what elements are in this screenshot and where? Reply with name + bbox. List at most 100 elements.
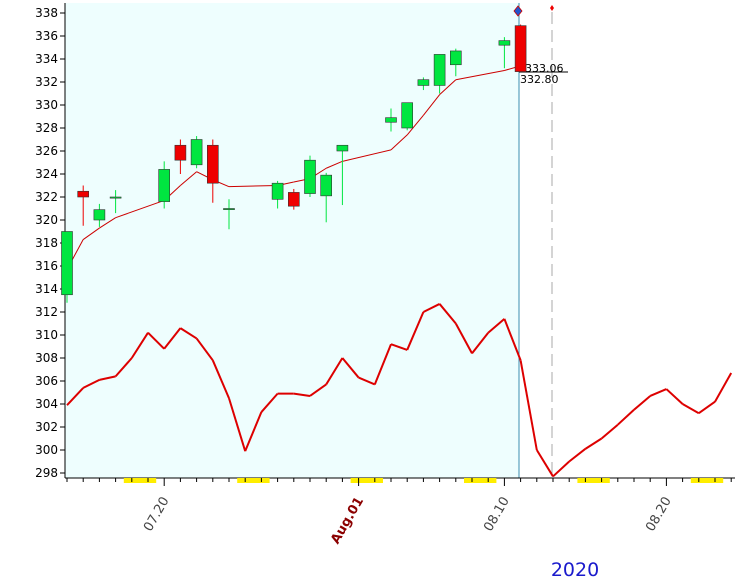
line-segment [535,449,554,477]
candle-body [417,79,430,86]
candle-body [109,196,122,199]
line-segment [390,343,408,351]
line-segment [341,357,360,379]
line-segment [99,375,116,381]
cursor-marker [513,5,523,17]
line-segment [179,327,198,340]
y-tick-label: 324 [35,167,58,181]
weekend-bar [690,478,724,483]
line-segment [487,318,506,334]
line-segment [454,323,473,354]
line-segment [325,357,344,385]
plot-background [65,3,519,478]
line-segment [552,460,570,478]
future-marker [550,5,554,11]
line-segment [600,423,619,440]
line-segment [342,149,392,162]
line-segment [422,303,441,313]
candle-body [158,169,170,202]
line-segment [423,94,440,116]
candle-body [61,231,73,296]
line-segment [326,160,343,169]
line-segment [195,337,214,361]
candle-body [190,139,203,166]
candle-body [498,40,511,46]
line-segment [698,400,716,415]
line-segment [260,392,279,413]
y-tick-label: 306 [35,374,58,388]
y-tick-label: 336 [35,29,58,43]
line-segment [455,70,505,81]
y-tick-label: 338 [35,6,58,20]
y-tick-label: 312 [35,305,58,319]
line-segment [228,397,247,452]
line-segment [471,332,489,355]
line-segment [665,388,684,405]
candle-body [514,25,527,72]
candle-body [385,117,397,123]
y-tick-label: 304 [35,397,58,411]
candle-body [449,50,462,66]
candle-body [174,144,187,161]
weekend-bar [464,478,497,483]
y-tick-label: 322 [35,190,58,204]
y-tick-label: 308 [35,351,58,365]
candle-body [271,182,284,200]
candle-body [207,144,219,184]
line-segment [584,437,603,450]
weekend-bar [350,478,383,483]
line-segment [147,331,165,350]
line-segment [211,359,230,399]
candle-body [433,54,446,86]
y-tick-label: 316 [35,259,58,273]
line-segment [114,357,133,378]
line-segment [163,327,182,350]
candle-body [223,208,235,210]
line-segment [293,392,311,397]
y-tick-label: 330 [35,98,58,112]
y-tick-label: 328 [35,121,58,135]
x-tick-label: 07.20 [141,495,173,535]
candle-body [336,144,349,152]
annotation: 333.06 [525,62,564,75]
candle-body [401,102,414,129]
y-tick-label: 326 [35,144,58,158]
line-segment [358,376,376,386]
weekend-bar [577,478,610,483]
line-segment [438,303,457,325]
y-tick-label: 320 [35,213,58,227]
line-segment [115,199,165,219]
line-segment [82,378,100,389]
line-segment [568,448,587,463]
y-tick-label: 298 [35,466,58,480]
x-tick-label: Aug.01 [328,495,367,547]
candle-body [304,159,316,194]
y-tick-label: 318 [35,236,58,250]
y-tick-label: 334 [35,52,58,66]
line-segment [82,227,100,240]
year-label: 2020 [551,559,599,580]
line-segment [519,360,538,451]
line-segment [503,318,522,361]
y-tick-label: 310 [35,328,58,342]
y-tick-label: 314 [35,282,58,296]
line-segment [617,409,635,426]
line-segment [99,217,116,229]
line-segment [130,332,149,359]
weekend-bar [237,478,270,483]
weekend-bar [123,478,157,483]
line-segment [180,171,197,186]
line-segment [390,134,408,151]
line-segment [714,372,733,403]
line-segment [66,387,84,406]
line-segment [244,411,263,452]
x-tick-label: 08.10 [481,495,513,535]
line-segment [228,185,278,188]
line-segment [682,403,700,415]
candle-body [320,174,333,197]
line-segment [649,388,667,397]
line-segment [633,395,651,411]
annotation: 332.80 [520,73,559,86]
candle-body [93,209,106,221]
